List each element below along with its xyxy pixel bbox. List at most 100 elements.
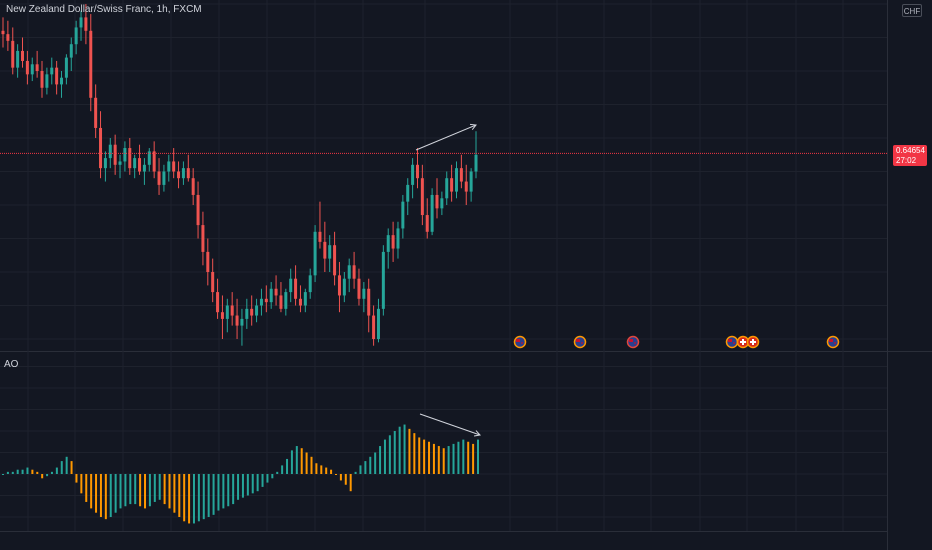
candle-body [1,30,5,35]
candle-body [21,50,25,61]
ao-bar [124,474,127,507]
ao-bar [349,474,352,492]
candle-body [279,295,283,309]
candle-body [220,312,224,319]
price-pane[interactable] [1,4,478,346]
candle-body [216,292,220,313]
price-trendline [415,124,477,151]
ao-bar [437,446,440,474]
ao-bar [139,474,142,507]
candle-body [357,278,361,299]
ao-bar [334,474,337,475]
candle-body [152,151,156,172]
drawings [0,123,887,437]
candle-body [284,292,288,309]
candle-body [255,305,259,316]
indicator-label[interactable]: AO [4,359,19,370]
ao-bar [65,456,68,474]
candle-body [328,245,332,259]
ao-bar [202,474,205,520]
ao-bar [300,448,303,474]
ao-bar [114,474,117,513]
ao-bar [246,474,249,496]
bar-countdown: 27:02 [896,156,917,165]
ao-bar [70,461,73,474]
candle-body [386,235,390,252]
ao-bar [315,463,318,474]
candle-body [123,148,127,162]
candle-body [55,67,59,85]
candle-body [167,161,171,172]
ao-bar [46,474,49,477]
candle-body [11,40,15,68]
flag-new-zealand-icon[interactable] [826,335,840,349]
ao-bar [325,467,328,474]
flag-switzerland-icon[interactable] [746,335,760,349]
ao-bar [364,461,367,474]
ao-bar [295,446,298,474]
candle-body [162,171,166,185]
flag-star [733,342,735,344]
candle-body [191,178,195,195]
ao-bar [144,474,147,509]
ao-bar [21,469,24,474]
ao-bar [188,474,191,524]
flag-star [521,342,523,344]
ao-bar [11,471,14,474]
candle-body [186,168,190,179]
ao-bar [286,458,289,474]
ao-bar [457,441,460,474]
candle-body [367,288,371,316]
candle-body [142,164,146,172]
candle-body [469,171,473,192]
ao-bar [80,474,83,494]
ao-bar [16,469,19,474]
flag-new-zealand-icon[interactable] [626,335,640,349]
candle-body [430,194,434,232]
candle-body [35,64,39,72]
ao-bar [217,474,220,511]
flag-new-zealand-icon[interactable] [725,335,739,349]
candle-body [342,278,346,296]
ao-bar [207,474,210,517]
ao-bar [256,474,259,492]
candle-body [450,178,454,192]
chart-title[interactable]: New Zealand Dollar/Swiss Franc, 1h, FXCM [6,4,202,15]
flag-new-zealand-icon[interactable] [573,335,587,349]
ao-bar [379,446,382,474]
candle-body [250,308,254,316]
ao-bar [212,474,215,515]
flag-cross-h [750,341,756,343]
candle-body [89,30,93,98]
ao-bar [241,474,244,498]
candle-body [264,298,268,303]
ao-bar [232,474,235,505]
candle-body [40,71,44,88]
flag-star [634,342,636,344]
ao-bar [119,474,122,509]
candle-body [435,194,439,209]
ao-bar [305,452,308,474]
economic-events[interactable] [513,335,840,349]
ao-trendline [419,413,481,436]
ao-bar [153,474,156,502]
candle-body [235,315,239,326]
ao-bar [261,474,264,487]
ao-bar [374,452,377,474]
ao-bar [168,474,171,509]
flag-canton [516,339,520,342]
candle-body [401,201,405,229]
candle-body [201,225,205,252]
candle-body [128,148,132,169]
currency-badge[interactable]: CHF [902,4,922,17]
candle-body [113,144,117,165]
flag-new-zealand-icon[interactable] [513,335,527,349]
candle-body [147,151,151,165]
candle-body [318,231,322,242]
ao-pane[interactable] [2,424,479,524]
candle-body [289,278,293,293]
candle-body [103,158,107,169]
candle-body [181,168,185,179]
ao-bar [95,474,98,513]
